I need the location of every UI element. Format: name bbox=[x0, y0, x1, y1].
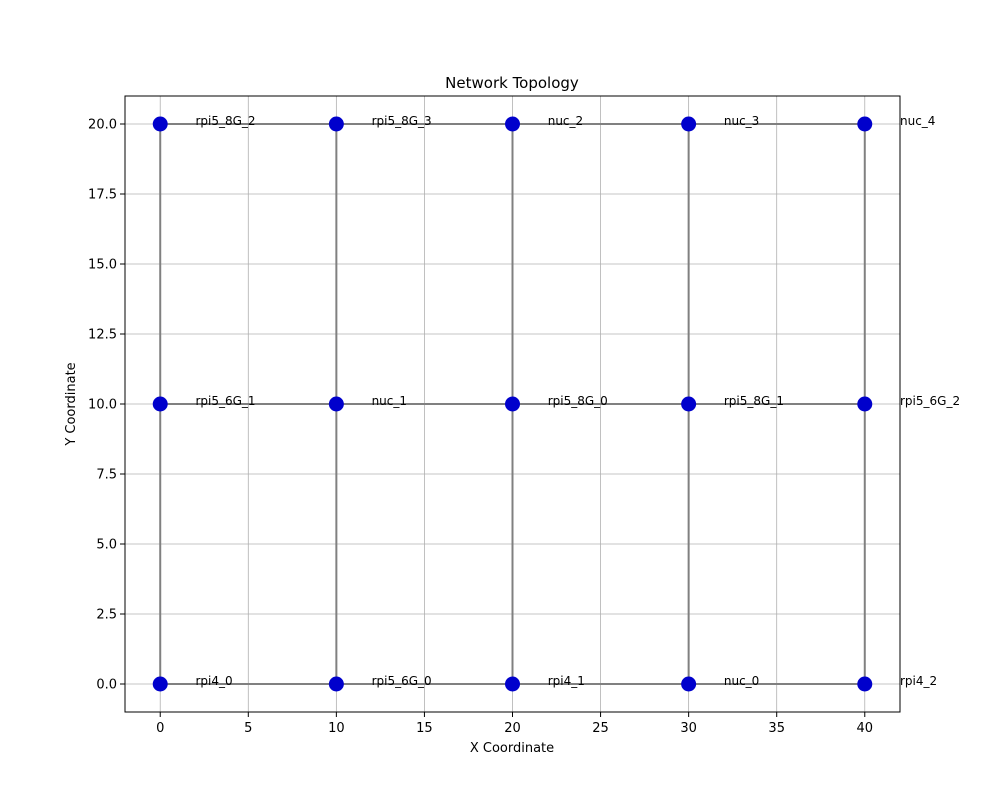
x-tick-label: 30 bbox=[680, 721, 697, 736]
node-marker bbox=[857, 676, 873, 692]
y-tick-label: 10.0 bbox=[88, 398, 117, 413]
node-label: rpi5_8G_0 bbox=[548, 394, 608, 408]
x-tick-label: 20 bbox=[504, 721, 521, 736]
node-label: rpi5_8G_1 bbox=[724, 394, 784, 408]
node-label: rpi4_2 bbox=[900, 674, 937, 688]
node-marker bbox=[152, 116, 168, 132]
y-tick-label: 17.5 bbox=[88, 188, 117, 203]
node-label: rpi5_6G_1 bbox=[195, 394, 255, 408]
x-tick-label: 5 bbox=[244, 721, 252, 736]
y-tick-label: 2.5 bbox=[96, 608, 117, 623]
x-tick-label: 10 bbox=[328, 721, 345, 736]
node-marker bbox=[328, 676, 344, 692]
node-marker bbox=[505, 676, 520, 692]
axis-ticks: 0 5 10 15 20 25 30 35 40 0.0 2.5 5.0 7.5 10.0 12.5 15.0… bbox=[88, 118, 873, 737]
node-marker bbox=[681, 116, 697, 132]
edges bbox=[159, 123, 866, 685]
x-tick-label: 15 bbox=[416, 721, 433, 736]
node-marker bbox=[152, 396, 168, 412]
node-labels: rpi4_0 rpi5_6G_0 rpi4_1 nuc_0 rpi4_2 rpi5_6G_… bbox=[195, 114, 960, 688]
y-tick-label: 12.5 bbox=[88, 328, 117, 343]
node-label: rpi5_8G_3 bbox=[372, 114, 432, 128]
y-tick-label: 0.0 bbox=[96, 678, 117, 693]
chart-title: Network Topology bbox=[445, 74, 579, 92]
node-marker bbox=[681, 396, 697, 412]
node-marker bbox=[505, 116, 520, 132]
node-label: nuc_3 bbox=[724, 114, 759, 128]
node-label: nuc_0 bbox=[724, 674, 759, 688]
x-tick-label: 35 bbox=[768, 721, 785, 736]
node-label: nuc_1 bbox=[372, 394, 407, 408]
y-axis-title: Y Coordinate bbox=[64, 362, 79, 446]
y-tick-label: 7.5 bbox=[96, 468, 117, 483]
x-tick-label: 40 bbox=[856, 721, 873, 736]
y-tick-label: 15.0 bbox=[88, 258, 117, 273]
nodes bbox=[152, 116, 873, 692]
node-marker bbox=[857, 396, 873, 412]
x-axis-title: X Coordinate bbox=[470, 741, 554, 756]
node-label: rpi4_0 bbox=[195, 674, 232, 688]
y-tick-label: 20.0 bbox=[88, 118, 117, 133]
node-label: rpi5_8G_2 bbox=[195, 114, 255, 128]
node-label: rpi5_6G_2 bbox=[900, 394, 960, 408]
node-marker bbox=[857, 116, 873, 132]
node-label: nuc_2 bbox=[548, 114, 583, 128]
x-tick-label: 25 bbox=[592, 721, 609, 736]
node-marker bbox=[152, 676, 168, 692]
node-label: nuc_4 bbox=[900, 114, 935, 128]
node-label: rpi4_1 bbox=[548, 674, 585, 688]
node-marker bbox=[328, 396, 344, 412]
node-label: rpi5_6G_0 bbox=[372, 674, 432, 688]
x-tick-label: 0 bbox=[156, 721, 164, 736]
node-marker bbox=[505, 396, 520, 412]
node-marker bbox=[328, 116, 344, 132]
y-tick-label: 5.0 bbox=[96, 538, 117, 553]
node-marker bbox=[681, 676, 697, 692]
